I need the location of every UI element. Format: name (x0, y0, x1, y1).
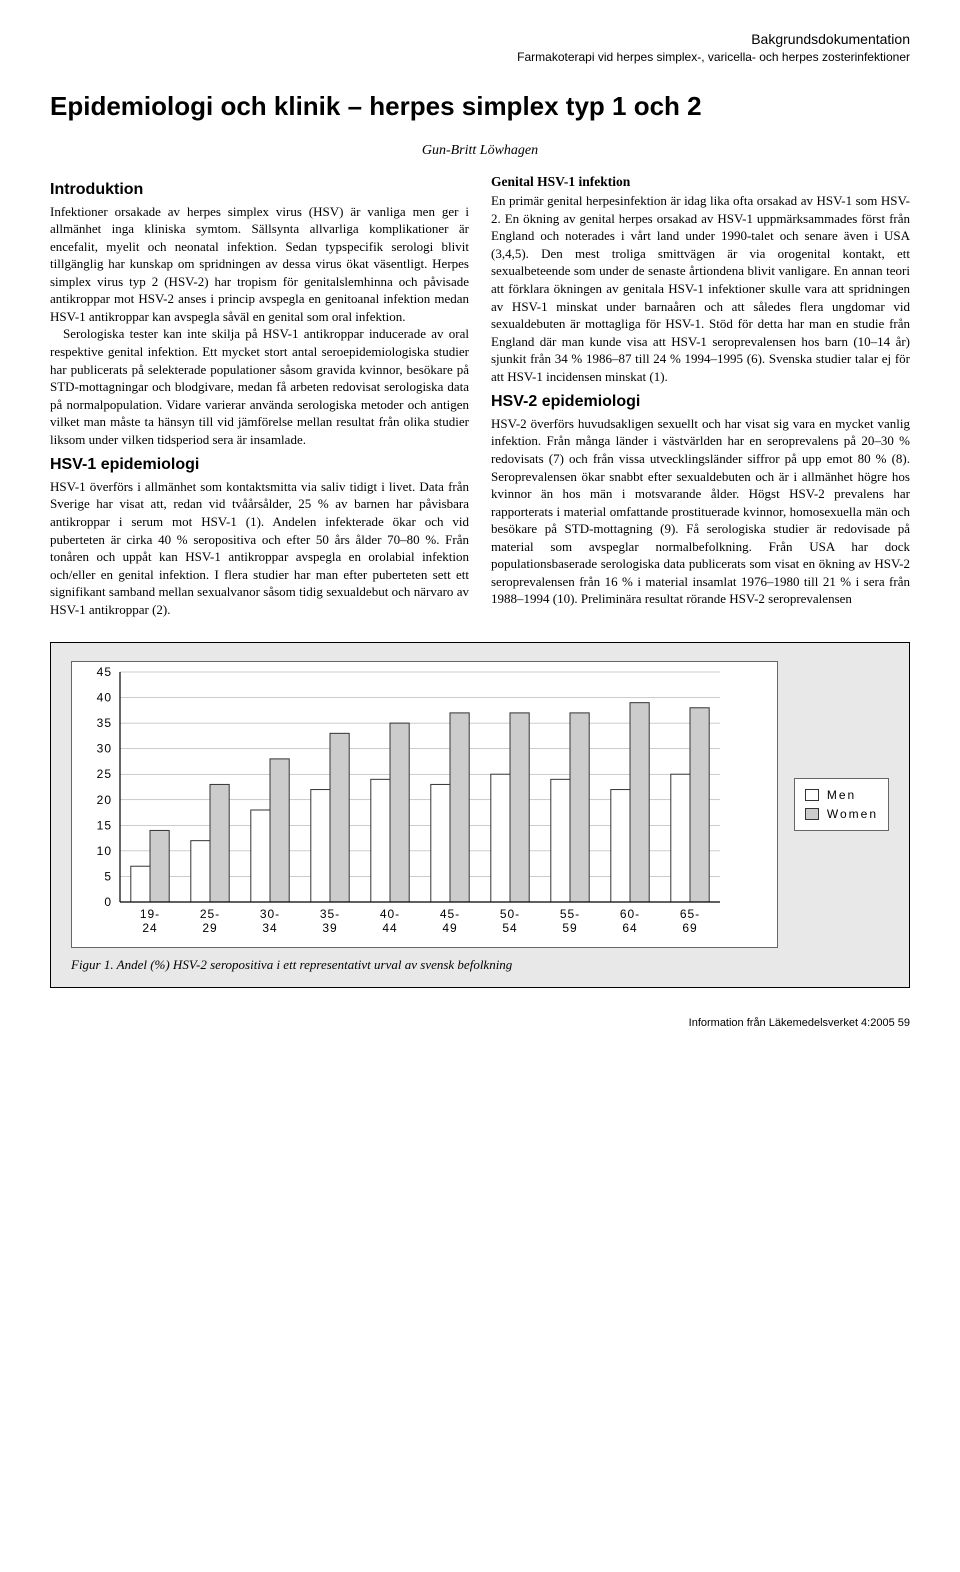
heading-hsv2: HSV-2 epidemiologi (491, 391, 910, 413)
svg-text:35: 35 (97, 716, 112, 730)
svg-text:60-: 60- (620, 907, 640, 921)
svg-text:29: 29 (202, 921, 217, 935)
bar-chart: 0 5 10 15 20 25 30 35 40 45 19-24 25-29 30-34 35-39 40… (71, 661, 778, 948)
svg-text:40: 40 (97, 691, 112, 705)
page-footer: Information från Läkemedelsverket 4:2005… (50, 1016, 910, 1031)
legend-item-men: Men (805, 787, 878, 803)
svg-text:54: 54 (502, 921, 517, 935)
svg-text:55-: 55- (560, 907, 580, 921)
svg-text:30-: 30- (260, 907, 280, 921)
svg-text:39: 39 (322, 921, 337, 935)
paragraph: En primär genital herpesinfektion är ida… (491, 192, 910, 385)
svg-text:24: 24 (142, 921, 157, 935)
svg-text:45-: 45- (440, 907, 460, 921)
author-name: Gun-Britt Löwhagen (50, 142, 910, 161)
svg-text:5: 5 (104, 870, 112, 884)
legend-item-women: Women (805, 806, 878, 822)
svg-text:64: 64 (622, 921, 637, 935)
svg-text:10: 10 (97, 844, 112, 858)
svg-text:44: 44 (382, 921, 397, 935)
figure-1: 0 5 10 15 20 25 30 35 40 45 19-24 25-29 30-34 35-39 40… (50, 642, 910, 988)
heading-hsv1: HSV-1 epidemiologi (50, 454, 469, 476)
svg-text:35-: 35- (320, 907, 340, 921)
svg-text:25: 25 (97, 768, 112, 782)
swatch-men (805, 789, 819, 801)
paragraph: HSV-1 överförs i allmänhet som kontaktsm… (50, 478, 469, 618)
paragraph: HSV-2 överförs huvudsakligen sexuellt oc… (491, 415, 910, 608)
svg-text:45: 45 (97, 665, 112, 679)
svg-text:69: 69 (682, 921, 697, 935)
svg-text:65-: 65- (680, 907, 700, 921)
page-title: Epidemiologi och klinik – herpes simplex… (50, 89, 910, 124)
header-line-1: Bakgrundsdokumentation (50, 30, 910, 49)
paragraph: Infektioner orsakade av herpes simplex v… (50, 203, 469, 326)
svg-text:0: 0 (104, 895, 112, 909)
svg-text:34: 34 (262, 921, 277, 935)
article-body: Introduktion Infektioner orsakade av her… (50, 173, 910, 618)
heading-introduktion: Introduktion (50, 179, 469, 201)
paragraph: Serologiska tester kan inte skilja på HS… (50, 325, 469, 448)
chart-svg: 0 5 10 15 20 25 30 35 40 45 19-24 25-29 30-34 35-39 40… (72, 662, 732, 942)
figure-caption: Figur 1. Andel (%) HSV-2 seropositiva i … (71, 956, 889, 974)
svg-text:49: 49 (442, 921, 457, 935)
svg-text:15: 15 (97, 819, 112, 833)
svg-text:30: 30 (97, 742, 112, 756)
svg-text:25-: 25- (200, 907, 220, 921)
header-line-2: Farmakoterapi vid herpes simplex-, varic… (50, 49, 910, 65)
chart-legend: Men Women (794, 778, 889, 830)
svg-text:40-: 40- (380, 907, 400, 921)
svg-text:50-: 50- (500, 907, 520, 921)
svg-text:59: 59 (562, 921, 577, 935)
svg-text:20: 20 (97, 793, 112, 807)
running-header: Bakgrundsdokumentation Farmakoterapi vid… (50, 30, 910, 65)
legend-label: Men (827, 787, 856, 803)
swatch-women (805, 808, 819, 820)
svg-text:19-: 19- (140, 907, 160, 921)
legend-label: Women (827, 806, 878, 822)
subheading-genital: Genital HSV-1 infektion (491, 173, 910, 191)
